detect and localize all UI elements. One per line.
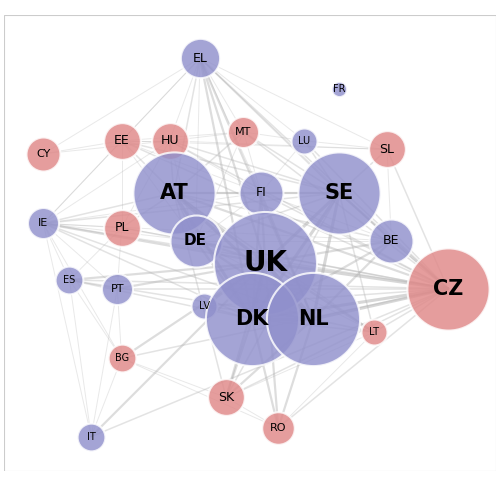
- Point: [200, 302, 208, 310]
- Text: BG: BG: [114, 353, 128, 364]
- Point: [87, 433, 95, 440]
- Text: PL: PL: [114, 221, 129, 234]
- Text: ES: ES: [64, 275, 76, 285]
- Point: [40, 150, 48, 157]
- Text: EE: EE: [114, 134, 130, 147]
- Text: RO: RO: [270, 423, 286, 433]
- Text: SK: SK: [218, 391, 234, 404]
- Text: NL: NL: [298, 309, 328, 329]
- Point: [370, 329, 378, 336]
- Text: CZ: CZ: [433, 278, 463, 299]
- Point: [40, 220, 48, 227]
- Point: [114, 285, 122, 293]
- Text: IT: IT: [87, 432, 96, 442]
- Text: HU: HU: [160, 134, 179, 147]
- Point: [170, 189, 178, 197]
- Point: [196, 54, 204, 62]
- Text: UK: UK: [243, 248, 287, 277]
- Point: [222, 394, 230, 401]
- Text: SL: SL: [380, 143, 394, 156]
- Point: [166, 137, 173, 145]
- Point: [274, 424, 282, 432]
- Point: [309, 315, 317, 323]
- Text: FR: FR: [333, 84, 345, 93]
- Point: [444, 285, 452, 293]
- Text: LT: LT: [369, 327, 379, 337]
- Point: [261, 259, 269, 266]
- Text: LU: LU: [298, 136, 310, 146]
- Text: FI: FI: [256, 187, 266, 199]
- Text: LV: LV: [199, 301, 210, 311]
- Text: EL: EL: [192, 52, 208, 65]
- Text: PT: PT: [110, 284, 124, 294]
- Point: [248, 315, 256, 323]
- Text: CY: CY: [36, 149, 51, 159]
- Point: [383, 146, 391, 154]
- Point: [335, 85, 343, 92]
- Text: DK: DK: [236, 309, 269, 329]
- Text: AT: AT: [160, 183, 188, 203]
- Point: [240, 128, 248, 136]
- Point: [118, 354, 126, 362]
- Point: [118, 224, 126, 232]
- Point: [118, 137, 126, 145]
- Point: [300, 137, 308, 145]
- Text: MT: MT: [236, 127, 252, 137]
- Point: [388, 237, 396, 245]
- Point: [66, 276, 74, 284]
- Point: [335, 189, 343, 197]
- Text: DE: DE: [184, 233, 207, 248]
- Point: [192, 237, 200, 245]
- Text: BE: BE: [383, 234, 400, 247]
- Text: IE: IE: [38, 218, 48, 228]
- Text: SE: SE: [324, 183, 354, 203]
- Point: [257, 189, 265, 197]
